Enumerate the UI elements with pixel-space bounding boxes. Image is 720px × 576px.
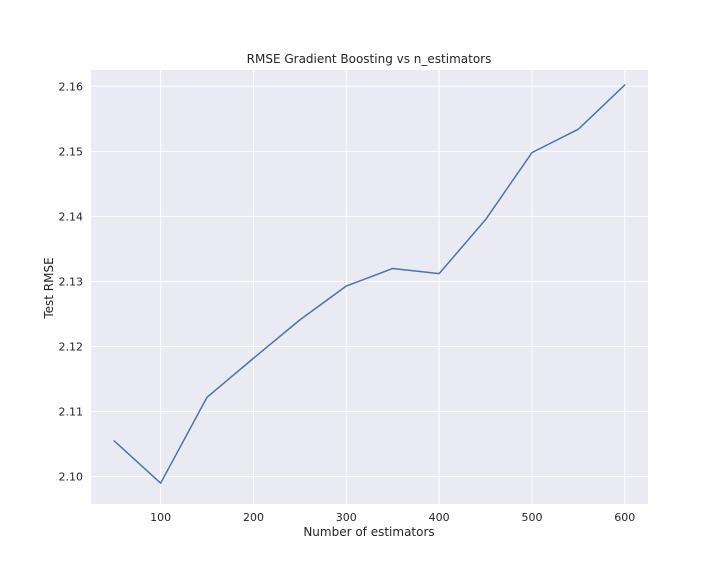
x-tick-label: 100 xyxy=(150,511,171,524)
x-tick-label: 500 xyxy=(521,511,542,524)
y-tick-label: 2.16 xyxy=(59,80,84,93)
x-axis-label: Number of estimators xyxy=(303,525,434,539)
y-tick-label: 2.10 xyxy=(59,471,84,484)
series-layer xyxy=(113,84,626,484)
y-tick-label: 2.11 xyxy=(59,406,84,419)
x-tick-label: 400 xyxy=(429,511,450,524)
x-tick-label: 300 xyxy=(336,511,357,524)
plot-background xyxy=(91,70,648,504)
y-tick-label: 2.15 xyxy=(59,145,84,158)
chart-title: RMSE Gradient Boosting vs n_estimators xyxy=(247,52,492,66)
y-tick-label: 2.13 xyxy=(59,275,84,288)
y-axis-label: Test RMSE xyxy=(42,257,56,319)
x-tick-label: 200 xyxy=(243,511,264,524)
y-tick-labels: 2.10 2.11 2.12 2.13 2.14 2.15 2.16 xyxy=(59,80,84,483)
y-tick-label: 2.12 xyxy=(59,341,84,354)
x-tick-label: 600 xyxy=(614,511,635,524)
grid xyxy=(91,70,648,504)
series-line xyxy=(113,84,626,484)
y-tick-label: 2.14 xyxy=(59,210,84,223)
x-tick-labels: 100 200 300 400 500 600 xyxy=(150,511,635,524)
